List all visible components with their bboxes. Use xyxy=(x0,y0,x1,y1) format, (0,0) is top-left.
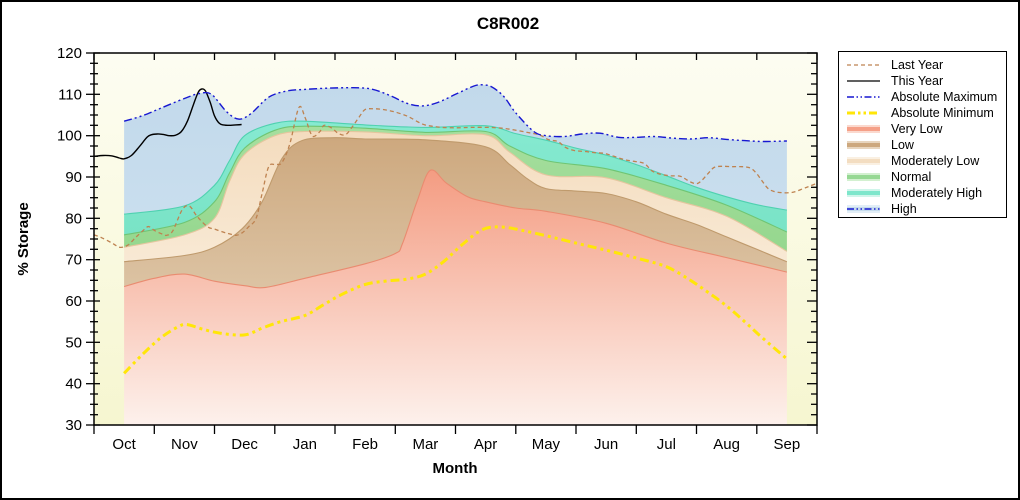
band-normal xyxy=(124,126,787,252)
line-this-year xyxy=(93,88,242,160)
legend-item-this-year: This Year xyxy=(846,73,1006,89)
svg-text:Oct: Oct xyxy=(112,436,136,453)
y-axis-label: % Storage xyxy=(15,202,32,275)
legend-item-absolute-maximum: Absolute Maximum xyxy=(846,89,1006,105)
svg-text:30: 30 xyxy=(65,417,82,434)
x-axis-label: Month xyxy=(433,460,478,477)
legend-swatch-high xyxy=(847,205,880,213)
svg-text:Jan: Jan xyxy=(293,436,317,453)
svg-text:Sep: Sep xyxy=(774,436,801,453)
tick-labels: 120 110 100 90 80 70 60 50 40 30 Oct Nov Dec Jan Feb Ma… xyxy=(57,45,800,453)
svg-text:Jun: Jun xyxy=(594,436,618,453)
legend-swatch-moderately-low xyxy=(847,157,880,165)
legend-item-very-low: Very Low xyxy=(846,121,1006,137)
svg-text:60: 60 xyxy=(65,293,82,310)
band-moderately-low xyxy=(124,131,787,262)
band-very-low xyxy=(124,169,787,425)
legend-swatch-absolute-maximum xyxy=(847,96,880,98)
band-very-low-edge xyxy=(123,169,788,289)
legend-swatch-this-year xyxy=(847,80,880,82)
legend-label-very-low: Very Low xyxy=(891,122,943,136)
band-moderately-low-edge xyxy=(123,130,788,252)
legend-item-last-year: Last Year xyxy=(846,57,1006,73)
legend-label-high: High xyxy=(891,202,917,216)
legend-label-this-year: This Year xyxy=(891,74,944,88)
legend-swatch-normal xyxy=(847,173,880,181)
svg-text:Feb: Feb xyxy=(352,436,378,453)
legend-item-low: Low xyxy=(846,137,1006,153)
legend-label-absolute-maximum: Absolute Maximum xyxy=(891,90,998,104)
svg-text:Dec: Dec xyxy=(231,436,258,453)
band-high xyxy=(124,84,787,215)
legend-item-moderately-high: Moderately High xyxy=(846,185,1006,201)
plot-area: 120 110 100 90 80 70 60 50 40 30 Oct Nov Dec Jan Feb Ma… xyxy=(57,45,818,453)
svg-text:50: 50 xyxy=(65,334,82,351)
legend-label-low: Low xyxy=(891,138,914,152)
band-low-edge xyxy=(124,137,788,263)
band-moderately-high-edge xyxy=(124,120,787,215)
legend-label-moderately-high: Moderately High xyxy=(891,186,983,200)
band-moderately-high xyxy=(124,121,787,235)
legend-label-normal: Normal xyxy=(891,170,932,184)
chart-title: C8R002 xyxy=(477,14,539,33)
legend-item-absolute-minimum: Absolute Minimum xyxy=(846,105,1006,121)
svg-text:May: May xyxy=(532,436,561,453)
legend-swatch-low xyxy=(847,141,880,149)
legend-item-moderately-low: Moderately Low xyxy=(846,153,1006,169)
axis-ticks xyxy=(86,52,818,434)
legend-swatch-moderately-high xyxy=(847,189,880,197)
legend-swatch-very-low xyxy=(847,125,880,133)
line-absolute-maximum xyxy=(123,84,787,143)
svg-text:80: 80 xyxy=(65,210,82,227)
svg-text:40: 40 xyxy=(65,376,82,393)
legend-swatch-absolute-minimum xyxy=(847,111,880,115)
svg-text:100: 100 xyxy=(57,128,82,145)
legend-label-moderately-low: Moderately Low xyxy=(891,154,980,168)
legend-box: Last Year This Year Absolute Maximum Absolu… xyxy=(838,51,1007,218)
band-low xyxy=(124,137,787,288)
legend-swatch-last-year xyxy=(847,64,880,66)
line-last-year xyxy=(93,105,818,249)
legend-label-absolute-minimum: Absolute Minimum xyxy=(891,106,994,120)
svg-text:120: 120 xyxy=(57,45,82,62)
legend-item-normal: Normal xyxy=(846,169,1006,185)
band-normal-edge xyxy=(123,125,788,236)
svg-text:Jul: Jul xyxy=(657,436,676,453)
line-absolute-minimum xyxy=(123,225,788,375)
svg-text:Apr: Apr xyxy=(474,436,497,453)
svg-text:110: 110 xyxy=(58,86,82,103)
svg-text:Nov: Nov xyxy=(171,436,198,453)
svg-text:90: 90 xyxy=(65,169,82,186)
legend-item-high: High xyxy=(846,201,1006,217)
svg-text:Aug: Aug xyxy=(713,436,740,453)
svg-text:Mar: Mar xyxy=(412,436,438,453)
legend-label-last-year: Last Year xyxy=(891,58,944,72)
svg-text:70: 70 xyxy=(65,252,82,269)
